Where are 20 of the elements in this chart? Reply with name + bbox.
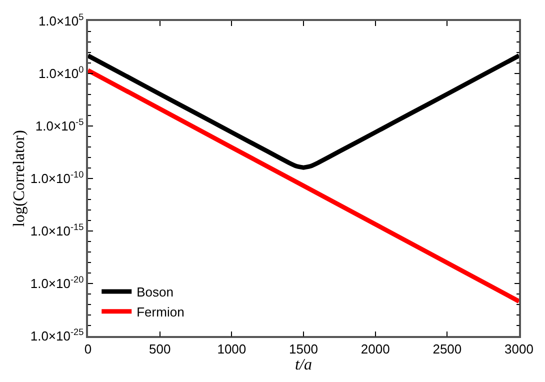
x-tick-label: 1500 <box>289 341 318 356</box>
x-tick-label: 1000 <box>217 341 246 356</box>
y-tick-label: 1.0×10$^{0}$ <box>38 64 84 82</box>
legend-label: Fermion <box>136 304 184 320</box>
x-tick-label: 500 <box>148 341 171 356</box>
y-tick-label: 1.0×10$^{-20}$ <box>30 274 84 292</box>
y-tick-label: 1.0×10$^{-15}$ <box>30 222 84 239</box>
x-tick-label: 3000 <box>504 341 534 356</box>
line-series <box>88 68 519 304</box>
x-axis-title: t/a <box>295 356 312 374</box>
y-tick-label: 1.0×10$^{5}$ <box>38 12 84 29</box>
x-tick-label: 2000 <box>360 341 390 356</box>
y-axis-title: log(Correlator) <box>10 130 28 227</box>
y-tick-label: 1.0×10$^{-5}$ <box>35 117 84 134</box>
line-series <box>88 53 519 170</box>
y-tick-label: 1.0×10$^{-25}$ <box>30 327 84 344</box>
y-tick-label: 1.0×10$^{-10}$ <box>30 170 84 186</box>
x-tick-label: 0 <box>84 341 92 356</box>
x-tick-label: 2500 <box>432 341 462 356</box>
legend-label: Boson <box>136 284 174 300</box>
